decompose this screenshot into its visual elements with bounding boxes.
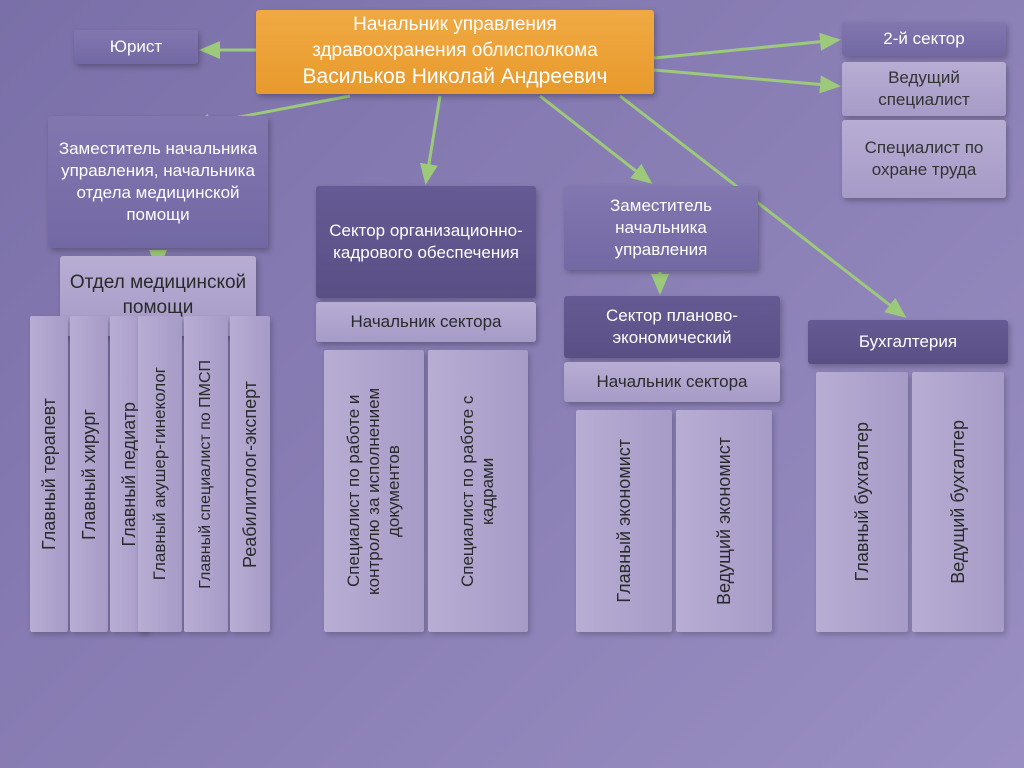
accounting-label: Бухгалтерия <box>859 331 957 353</box>
node-deputy2: Заместитель начальника управления <box>564 186 758 270</box>
node-jurist: Юрист <box>74 30 198 64</box>
node-deputy1: Заместитель начальника управления, начал… <box>48 116 268 248</box>
sector2-label: 2-й сектор <box>883 28 964 50</box>
deputy1-label: Заместитель начальника управления, начал… <box>56 138 260 226</box>
vcol-med-3: Главный акушер-гинеколог <box>138 316 182 632</box>
node-sector-econ-head: Начальник сектора <box>564 362 780 402</box>
vcol-econ-0: Главный экономист <box>576 410 672 632</box>
head-line1: Начальник управления <box>353 12 557 38</box>
sector-econ-label: Сектор планово-экономический <box>572 305 772 349</box>
deputy2-label: Заместитель начальника управления <box>572 195 750 261</box>
node-sector-org: Сектор организационно-кадрового обеспече… <box>316 186 536 298</box>
vcol-med-0: Главный терапевт <box>30 316 68 632</box>
vcol-acc-0: Главный бухгалтер <box>816 372 908 632</box>
sector-org-label: Сектор организационно-кадрового обеспече… <box>324 220 528 264</box>
jurist-label: Юрист <box>110 36 162 58</box>
ot-spec-label: Специалист по охране труда <box>850 137 998 181</box>
sector-org-head-label: Начальник сектора <box>350 311 501 333</box>
vcol-med-4: Главный специалист по ПМСП <box>184 316 228 632</box>
node-sector2: 2-й сектор <box>842 22 1006 56</box>
leading-spec-label: Ведущий специалист <box>850 67 998 111</box>
node-leading-spec: Ведущий специалист <box>842 62 1006 116</box>
node-sector-econ: Сектор планово-экономический <box>564 296 780 358</box>
node-head: Начальник управления здравоохранения обл… <box>256 10 654 94</box>
node-sector-org-head: Начальник сектора <box>316 302 536 342</box>
head-line3: Васильков Николай Андреевич <box>303 63 608 91</box>
vcol-med-5: Реабилитолог-эксперт <box>230 316 270 632</box>
vcol-org-0: Специалист по работе и контролю за испол… <box>324 350 424 632</box>
node-ot-spec: Специалист по охране труда <box>842 120 1006 198</box>
head-line2: здравоохранения облисполкома <box>312 38 598 64</box>
vcol-econ-1: Ведущий экономист <box>676 410 772 632</box>
sector-econ-head-label: Начальник сектора <box>596 371 747 393</box>
vcol-med-1: Главный хирург <box>70 316 108 632</box>
vcol-acc-1: Ведущий бухгалтер <box>912 372 1004 632</box>
node-accounting: Бухгалтерия <box>808 320 1008 364</box>
med-dept-label: Отдел медицинской помощи <box>68 271 248 320</box>
vcol-org-1: Специалист по работе с кадрами <box>428 350 528 632</box>
